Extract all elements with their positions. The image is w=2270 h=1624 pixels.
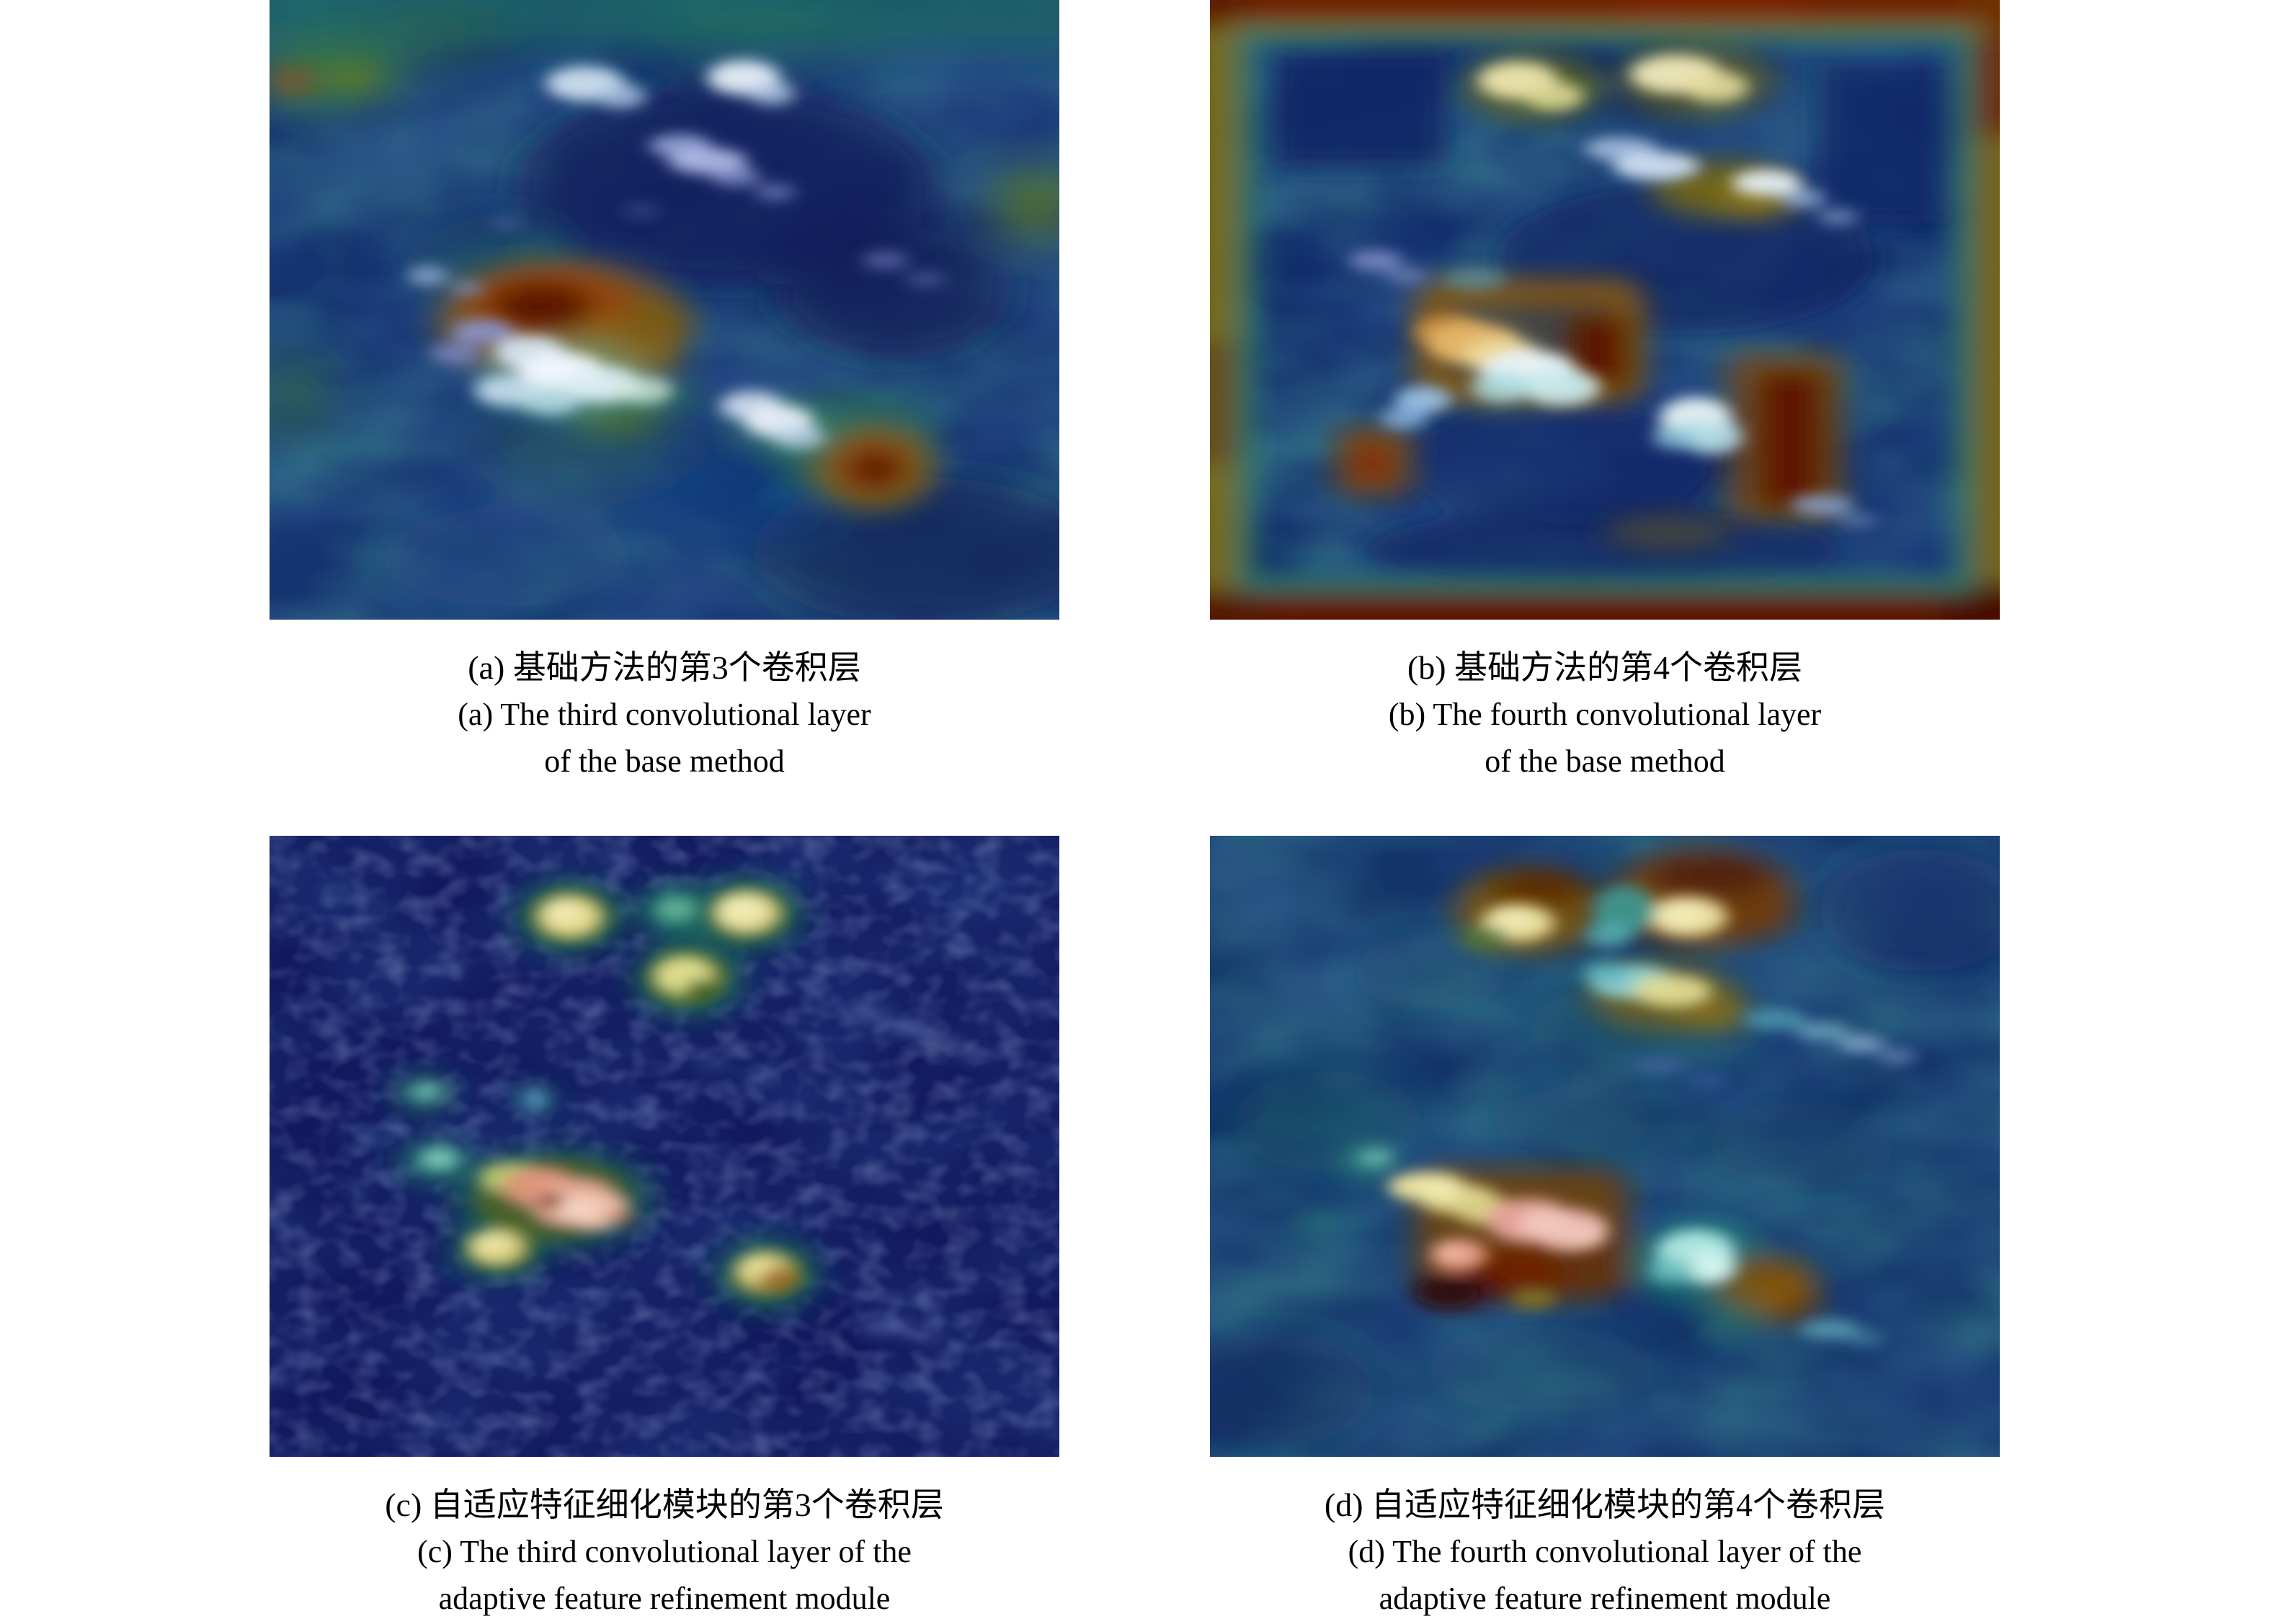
- subfigure-d: (d) 自适应特征细化模块的第4个卷积层 (d) The fourth conv…: [1210, 836, 2000, 1622]
- caption-a-en-line2: of the base method: [544, 744, 785, 779]
- caption-a-zh: (a) 基础方法的第3个卷积层: [468, 649, 861, 686]
- subfigure-b: (b) 基础方法的第4个卷积层 (b) The fourth convoluti…: [1210, 0, 2000, 785]
- subfigure-c: (c) 自适应特征细化模块的第3个卷积层 (c) The third convo…: [270, 836, 1059, 1622]
- caption-d-zh: (d) 自适应特征细化模块的第4个卷积层: [1324, 1486, 1886, 1523]
- caption-b-zh: (b) 基础方法的第4个卷积层: [1407, 649, 1803, 686]
- caption-d-en-line1: (d) The fourth convolutional layer of th…: [1348, 1534, 1862, 1569]
- heatmap-b: [1210, 0, 2000, 620]
- caption-c-zh: (c) 自适应特征细化模块的第3个卷积层: [385, 1486, 944, 1523]
- caption-d-en-line2: adaptive feature refinement module: [1379, 1581, 1831, 1616]
- caption-a-en-line1: (a) The third convolutional layer: [458, 697, 871, 732]
- caption-c: (c) 自适应特征细化模块的第3个卷积层 (c) The third convo…: [270, 1481, 1059, 1622]
- caption-c-en-line2: adaptive feature refinement module: [438, 1581, 891, 1616]
- subfigure-a: (a) 基础方法的第3个卷积层 (a) The third convolutio…: [270, 0, 1059, 785]
- caption-b-en-line2: of the base method: [1485, 744, 1725, 779]
- heatmap-c: [270, 836, 1059, 1457]
- heatmap-a: [270, 0, 1059, 620]
- caption-b-en-line1: (b) The fourth convolutional layer: [1388, 697, 1822, 732]
- caption-c-en-line1: (c) The third convolutional layer of the: [417, 1534, 912, 1569]
- heatmap-d: [1210, 836, 2000, 1457]
- caption-b: (b) 基础方法的第4个卷积层 (b) The fourth convoluti…: [1210, 644, 2000, 785]
- caption-d: (d) 自适应特征细化模块的第4个卷积层 (d) The fourth conv…: [1210, 1481, 2000, 1622]
- caption-a: (a) 基础方法的第3个卷积层 (a) The third convolutio…: [270, 644, 1059, 785]
